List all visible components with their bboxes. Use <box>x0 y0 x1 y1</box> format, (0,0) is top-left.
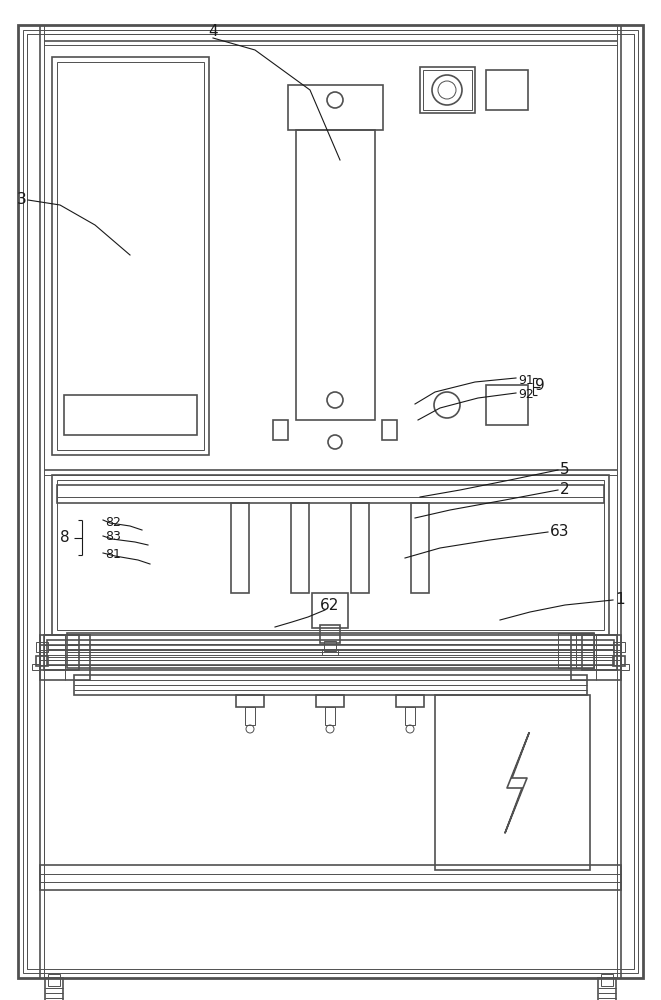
Bar <box>67 633 594 668</box>
Bar <box>45 978 63 1000</box>
Text: 8: 8 <box>60 530 69 546</box>
Bar <box>36 656 48 666</box>
Bar <box>47 640 614 665</box>
Bar <box>57 62 204 450</box>
Bar <box>316 695 344 707</box>
Text: 63: 63 <box>550 524 570 540</box>
Text: 83: 83 <box>105 530 121 544</box>
Bar <box>351 503 369 593</box>
Bar <box>435 695 590 870</box>
Bar <box>40 635 90 680</box>
Text: 62: 62 <box>321 597 340 612</box>
Bar <box>576 633 594 668</box>
Text: 4: 4 <box>208 24 218 39</box>
Bar <box>74 675 587 695</box>
Text: 81: 81 <box>105 548 121 562</box>
Bar <box>288 85 383 130</box>
Bar <box>231 503 249 593</box>
Bar <box>48 974 60 986</box>
Bar <box>613 656 625 666</box>
Bar <box>52 57 209 455</box>
Bar <box>486 385 528 425</box>
Bar <box>613 642 625 652</box>
Bar <box>571 635 621 680</box>
Bar <box>44 635 79 670</box>
Bar <box>405 707 415 725</box>
Bar <box>322 649 338 655</box>
Text: 91: 91 <box>518 373 533 386</box>
Bar <box>320 625 340 643</box>
Bar <box>291 503 309 593</box>
Bar <box>582 635 617 670</box>
Bar <box>32 664 40 670</box>
Text: 1: 1 <box>615 592 625 607</box>
Text: 9: 9 <box>535 378 545 393</box>
Bar <box>382 420 397 440</box>
Bar <box>486 70 528 110</box>
Bar <box>601 974 613 986</box>
Bar <box>325 707 335 725</box>
Bar <box>245 707 255 725</box>
Bar <box>396 695 424 707</box>
Bar <box>558 633 576 668</box>
Bar <box>40 645 621 670</box>
Text: 2: 2 <box>560 483 570 497</box>
Bar <box>273 420 288 440</box>
Bar <box>57 485 604 503</box>
Bar <box>40 865 621 890</box>
Bar <box>64 395 197 435</box>
Text: 92: 92 <box>518 388 533 401</box>
Text: 5: 5 <box>560 462 570 478</box>
Text: 82: 82 <box>105 516 121 528</box>
Bar <box>236 695 264 707</box>
Bar <box>411 503 429 593</box>
Bar <box>36 642 48 652</box>
Bar <box>312 593 348 628</box>
Text: 3: 3 <box>17 192 27 208</box>
Bar <box>423 70 472 110</box>
Bar <box>296 130 375 420</box>
Bar <box>621 664 629 670</box>
Bar <box>52 475 609 635</box>
Bar <box>420 67 475 113</box>
Bar <box>57 480 604 630</box>
Bar <box>598 978 616 1000</box>
Bar <box>324 641 336 651</box>
